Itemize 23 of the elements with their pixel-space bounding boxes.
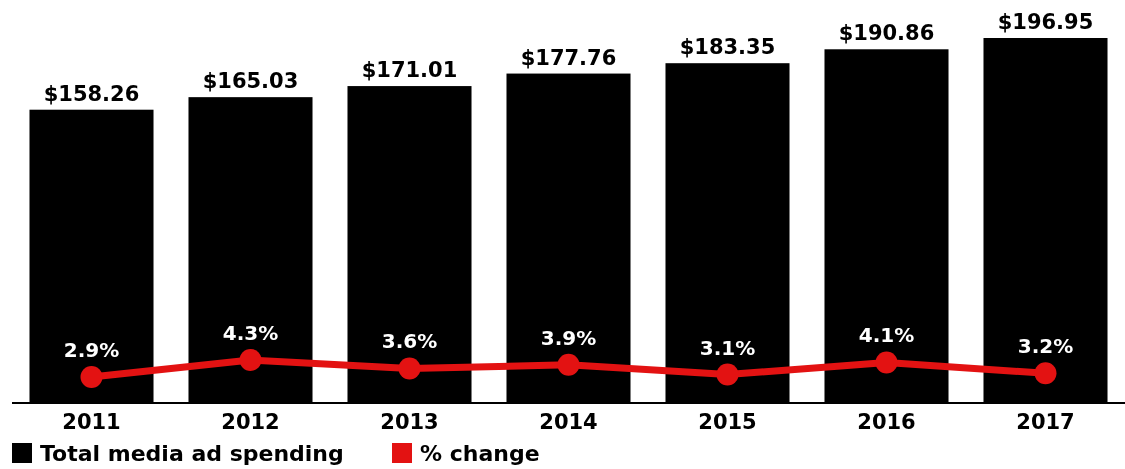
x-tick-label: 2011 [62, 410, 121, 434]
x-tick-label: 2014 [539, 410, 598, 434]
data-label: $183.35 [679, 35, 776, 60]
data-label: 3.6% [381, 329, 438, 354]
x-tick-label: 2015 [698, 410, 757, 434]
data-label: $196.95 [997, 10, 1094, 34]
data-label: 4.3% [222, 321, 279, 345]
data-label: 3.9% [540, 325, 597, 350]
x-tick-label: 2013 [380, 410, 439, 434]
data-label: 4.1% [858, 323, 915, 348]
x-tick-label: 2017 [1016, 410, 1075, 434]
legend-label: Total media ad spending [40, 441, 344, 466]
data-label: $165.03 [202, 69, 299, 94]
legend-label: % change [420, 441, 540, 466]
x-tick-label: 2016 [857, 410, 916, 434]
data-label: $177.76 [520, 45, 617, 70]
data-label: 3.1% [699, 335, 756, 360]
data-label: $158.26 [43, 81, 140, 106]
data-label: $190.86 [838, 21, 935, 46]
x-tick-label: 2012 [221, 410, 280, 434]
data-label: 2.9% [63, 337, 120, 362]
data-label: $171.01 [361, 58, 458, 83]
data-label: 3.2% [1017, 334, 1074, 359]
